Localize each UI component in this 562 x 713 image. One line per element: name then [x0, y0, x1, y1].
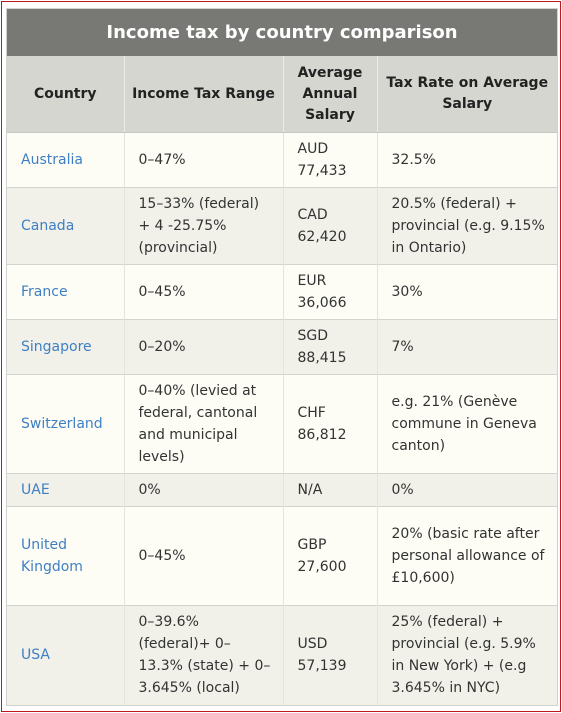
- country-link[interactable]: UAE: [7, 473, 125, 507]
- tax-comparison-table-container: Income tax by country comparison Country…: [6, 8, 558, 706]
- tax-rate-cell: 32.5%: [377, 132, 557, 188]
- tax-rate-cell: 30%: [377, 264, 557, 320]
- income-tax-range-cell: 0–45%: [124, 264, 284, 320]
- tax-rate-cell: 25% (federal) + provincial (e.g. 5.9% in…: [377, 605, 557, 705]
- average-salary-cell: CAD 62,420: [283, 187, 378, 265]
- income-tax-range-cell: 0–40% (levied at federal, cantonal and m…: [124, 374, 284, 474]
- header-row: Country Income Tax Range Average Annual …: [7, 56, 557, 133]
- header-average-annual-salary: Average Annual Salary: [283, 56, 378, 133]
- header-country: Country: [7, 56, 125, 133]
- average-salary-cell: CHF 86,812: [283, 374, 378, 474]
- table-row: United Kingdom 0–45% GBP 27,600 20% (bas…: [7, 506, 557, 606]
- income-tax-range-cell: 0–20%: [124, 319, 284, 375]
- country-link[interactable]: Canada: [7, 187, 125, 265]
- country-link[interactable]: United Kingdom: [7, 506, 125, 606]
- average-salary-cell: USD 57,139: [283, 605, 378, 705]
- income-tax-range-cell: 0%: [124, 473, 284, 507]
- tax-rate-cell: 0%: [377, 473, 557, 507]
- table-row: USA 0–39.6% (federal)+ 0–13.3% (state) +…: [7, 605, 557, 705]
- table-row: Switzerland 0–40% (levied at federal, ca…: [7, 374, 557, 474]
- income-tax-range-cell: 0–47%: [124, 132, 284, 188]
- country-link[interactable]: USA: [7, 605, 125, 705]
- header-tax-rate-on-average-salary: Tax Rate on Average Salary: [377, 56, 557, 133]
- tax-rate-cell: 7%: [377, 319, 557, 375]
- table-row: France 0–45% EUR 36,066 30%: [7, 264, 557, 320]
- header-income-tax-range: Income Tax Range: [124, 56, 284, 133]
- country-link[interactable]: Australia: [7, 132, 125, 188]
- tax-comparison-table: Country Income Tax Range Average Annual …: [7, 56, 557, 705]
- tax-rate-cell: 20.5% (federal) + provincial (e.g. 9.15%…: [377, 187, 557, 265]
- average-salary-cell: SGD 88,415: [283, 319, 378, 375]
- table-title: Income tax by country comparison: [7, 9, 557, 56]
- table-row: Singapore 0–20% SGD 88,415 7%: [7, 319, 557, 375]
- tax-rate-cell: e.g. 21% (Genève commune in Geneva canto…: [377, 374, 557, 474]
- tax-rate-cell: 20% (basic rate after personal allowance…: [377, 506, 557, 606]
- table-row: Canada 15–33% (federal) + 4 -25.75% (pro…: [7, 187, 557, 265]
- country-link[interactable]: France: [7, 264, 125, 320]
- country-link[interactable]: Singapore: [7, 319, 125, 375]
- income-tax-range-cell: 15–33% (federal) + 4 -25.75% (provincial…: [124, 187, 284, 265]
- average-salary-cell: GBP 27,600: [283, 506, 378, 606]
- table-row: UAE 0% N/A 0%: [7, 473, 557, 507]
- average-salary-cell: N/A: [283, 473, 378, 507]
- country-link[interactable]: Switzerland: [7, 374, 125, 474]
- average-salary-cell: AUD 77,433: [283, 132, 378, 188]
- average-salary-cell: EUR 36,066: [283, 264, 378, 320]
- table-row: Australia 0–47% AUD 77,433 32.5%: [7, 132, 557, 188]
- income-tax-range-cell: 0–39.6% (federal)+ 0–13.3% (state) + 0–3…: [124, 605, 284, 705]
- income-tax-range-cell: 0–45%: [124, 506, 284, 606]
